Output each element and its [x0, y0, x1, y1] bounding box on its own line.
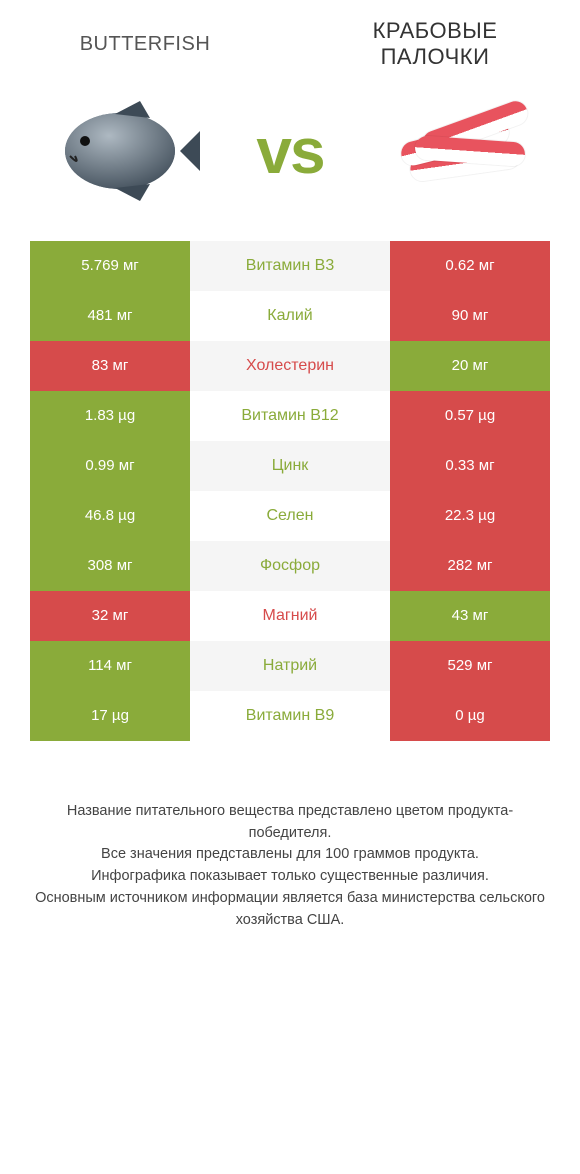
table-row: 114 мгНатрий529 мг — [30, 641, 550, 691]
value-right: 90 мг — [390, 291, 550, 341]
value-left: 481 мг — [30, 291, 190, 341]
header: BUTTERFISH КРАБОВЫЕ ПАЛОЧКИ — [0, 0, 580, 81]
vs-label: vs — [256, 114, 323, 188]
fish-icon — [30, 96, 200, 206]
value-left: 46.8 µg — [30, 491, 190, 541]
value-left: 32 мг — [30, 591, 190, 641]
table-row: 46.8 µgСелен22.3 µg — [30, 491, 550, 541]
value-left: 114 мг — [30, 641, 190, 691]
value-left: 5.769 мг — [30, 241, 190, 291]
title-right: КРАБОВЫЕ ПАЛОЧКИ — [320, 18, 550, 71]
table-row: 5.769 мгВитамин B30.62 мг — [30, 241, 550, 291]
footer-notes: Название питательного вещества представл… — [0, 741, 580, 932]
vs-row: vs — [0, 81, 580, 241]
infographic: BUTTERFISH КРАБОВЫЕ ПАЛОЧКИ — [0, 0, 580, 931]
table-row: 1.83 µgВитамин B120.57 µg — [30, 391, 550, 441]
value-right: 282 мг — [390, 541, 550, 591]
value-right: 43 мг — [390, 591, 550, 641]
value-right: 20 мг — [390, 341, 550, 391]
table-row: 17 µgВитамин B90 µg — [30, 691, 550, 741]
nutrient-label: Калий — [190, 291, 390, 341]
nutrient-label: Натрий — [190, 641, 390, 691]
value-right: 0.57 µg — [390, 391, 550, 441]
value-right: 0.62 мг — [390, 241, 550, 291]
value-right: 0 µg — [390, 691, 550, 741]
table-row: 481 мгКалий90 мг — [30, 291, 550, 341]
footer-line: Все значения представлены для 100 граммо… — [30, 844, 550, 866]
value-left: 83 мг — [30, 341, 190, 391]
table-row: 0.99 мгЦинк0.33 мг — [30, 441, 550, 491]
value-right: 22.3 µg — [390, 491, 550, 541]
nutrient-label: Магний — [190, 591, 390, 641]
nutrient-label: Цинк — [190, 441, 390, 491]
value-left: 308 мг — [30, 541, 190, 591]
value-left: 17 µg — [30, 691, 190, 741]
table-row: 32 мгМагний43 мг — [30, 591, 550, 641]
table-row: 308 мгФосфор282 мг — [30, 541, 550, 591]
footer-line: Основным источником информации является … — [30, 888, 550, 932]
title-left: BUTTERFISH — [30, 32, 260, 56]
nutrient-label: Селен — [190, 491, 390, 541]
crab-sticks-image — [380, 91, 550, 211]
nutrient-label: Витамин B3 — [190, 241, 390, 291]
butterfish-image — [30, 91, 200, 211]
nutrient-label: Витамин B9 — [190, 691, 390, 741]
footer-line: Инфографика показывает только существенн… — [30, 866, 550, 888]
value-left: 1.83 µg — [30, 391, 190, 441]
value-right: 0.33 мг — [390, 441, 550, 491]
footer-line: Название питательного вещества представл… — [30, 801, 550, 845]
nutrient-label: Витамин B12 — [190, 391, 390, 441]
value-right: 529 мг — [390, 641, 550, 691]
value-left: 0.99 мг — [30, 441, 190, 491]
table-row: 83 мгХолестерин20 мг — [30, 341, 550, 391]
nutrient-label: Фосфор — [190, 541, 390, 591]
nutrient-label: Холестерин — [190, 341, 390, 391]
comparison-table: 5.769 мгВитамин B30.62 мг481 мгКалий90 м… — [30, 241, 550, 741]
